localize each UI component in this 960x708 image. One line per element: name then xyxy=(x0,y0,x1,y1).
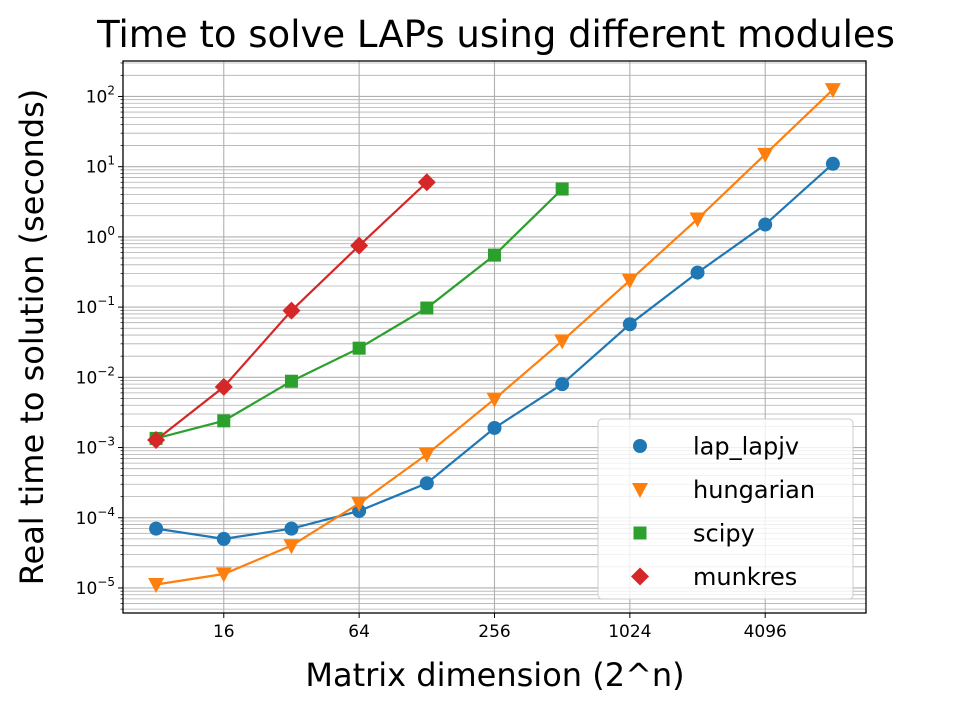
y-tick-label: 10−2 xyxy=(76,364,115,388)
y-tick-label: 100 xyxy=(86,224,115,248)
y-tick-label: 101 xyxy=(86,154,115,178)
data-point xyxy=(216,531,231,546)
data-point xyxy=(284,521,299,536)
chart-title: Time to solve LAPs using different modul… xyxy=(96,13,895,56)
data-point xyxy=(147,431,166,450)
series-lap_lapjv xyxy=(149,156,840,546)
plot-series xyxy=(147,83,841,594)
x-axis-label: Matrix dimension (2^n) xyxy=(305,656,684,694)
data-point xyxy=(487,248,501,262)
data-point xyxy=(284,374,298,388)
legend-marker xyxy=(631,567,649,586)
data-point xyxy=(148,578,165,594)
data-point xyxy=(555,377,570,392)
legend-marker xyxy=(632,483,648,498)
data-point xyxy=(352,341,366,355)
data-point xyxy=(417,173,436,192)
axis-ticks: 10−5 10−4 10−3 10−2 10−1 100 101 102 16 64 256 1024… xyxy=(76,62,787,642)
data-point xyxy=(418,447,435,463)
data-point xyxy=(554,334,571,350)
y-tick-label: 10−5 xyxy=(76,575,115,599)
legend: lap_lapjv hungarian scipy munkres xyxy=(597,418,854,600)
data-point xyxy=(215,567,232,583)
legend-label: hungarian xyxy=(693,476,815,504)
series-munkres xyxy=(147,173,436,450)
data-point xyxy=(621,273,638,289)
x-tick-label: 4096 xyxy=(744,622,787,642)
legend-frame xyxy=(597,418,854,600)
data-point xyxy=(217,414,231,428)
data-point xyxy=(824,83,841,99)
data-point xyxy=(214,377,233,396)
data-point xyxy=(690,265,705,280)
data-point xyxy=(283,539,300,555)
y-tick-label: 10−3 xyxy=(76,435,115,459)
legend-label: munkres xyxy=(693,563,797,591)
data-point xyxy=(825,156,840,171)
y-tick-label: 10−1 xyxy=(76,294,115,318)
data-point xyxy=(486,392,503,408)
data-point xyxy=(351,496,368,512)
series-hungarian xyxy=(148,83,841,594)
x-tick-label: 16 xyxy=(213,622,235,642)
data-point xyxy=(487,420,502,435)
legend-marker xyxy=(633,439,647,453)
data-point xyxy=(420,301,434,315)
data-point xyxy=(757,147,774,163)
data-point xyxy=(555,182,569,196)
data-point xyxy=(419,476,434,491)
data-point xyxy=(689,212,706,228)
x-tick-label: 1024 xyxy=(608,622,651,642)
y-axis-label: Real time to solution (seconds) xyxy=(13,89,51,586)
data-point xyxy=(282,301,301,320)
data-point xyxy=(149,521,164,536)
legend-label: scipy xyxy=(693,520,755,548)
x-tick-label: 256 xyxy=(478,622,510,642)
y-tick-label: 102 xyxy=(86,83,115,107)
data-point xyxy=(758,217,773,232)
y-tick-label: 10−4 xyxy=(76,505,115,529)
data-point xyxy=(350,236,369,255)
x-tick-label: 64 xyxy=(348,622,370,642)
data-point xyxy=(622,317,637,332)
legend-label: lap_lapjv xyxy=(693,433,799,461)
legend-marker xyxy=(633,526,647,540)
